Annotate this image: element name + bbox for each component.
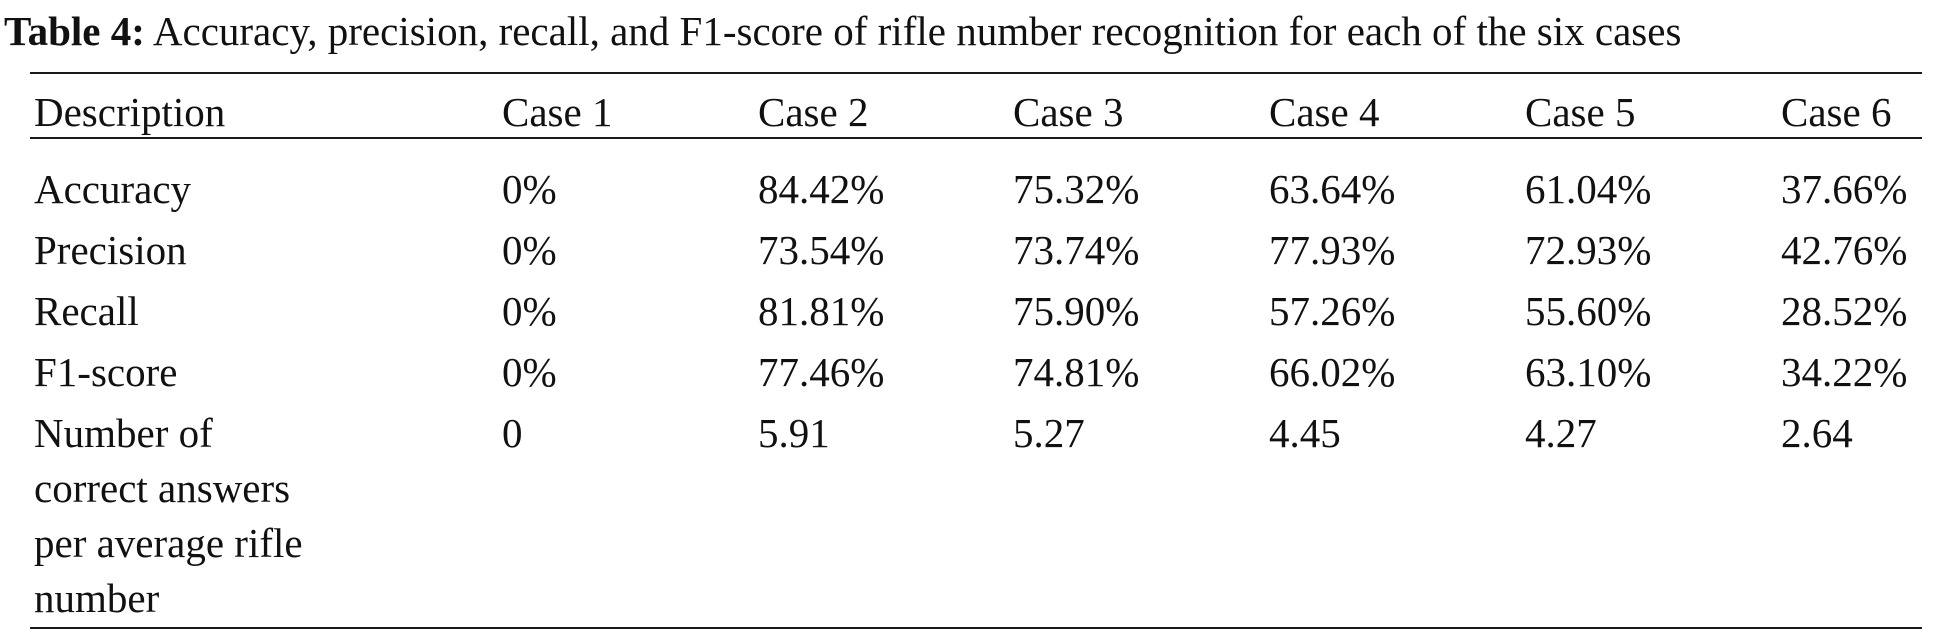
cell-correct-case-1: 0 <box>502 410 523 456</box>
cell-precision-case-4: 77.93% <box>1269 227 1396 273</box>
cell-precision-case-5: 72.93% <box>1525 227 1652 273</box>
header-case-6: Case 6 <box>1781 89 1892 135</box>
cell-precision-case-3: 73.74% <box>1013 227 1140 273</box>
row-label-precision: Precision <box>34 227 187 273</box>
row-label-correct-answers-line-1: Number of <box>34 410 213 456</box>
cell-accuracy-case-2: 84.42% <box>758 166 885 212</box>
cell-f1-case-3: 74.81% <box>1013 349 1140 395</box>
cell-precision-case-2: 73.54% <box>758 227 885 273</box>
row-label-recall: Recall <box>34 288 139 334</box>
cell-f1-case-6: 34.22% <box>1781 349 1908 395</box>
cell-recall-case-4: 57.26% <box>1269 288 1396 334</box>
cell-f1-case-4: 66.02% <box>1269 349 1396 395</box>
cell-correct-case-3: 5.27 <box>1013 410 1085 456</box>
cell-recall-case-2: 81.81% <box>758 288 885 334</box>
row-label-correct-answers-line-2: correct answers <box>34 465 291 511</box>
cell-accuracy-case-5: 61.04% <box>1525 166 1652 212</box>
cell-accuracy-case-1: 0% <box>502 166 557 212</box>
cell-precision-case-6: 42.76% <box>1781 227 1908 273</box>
table-top-rule <box>30 72 1922 74</box>
table-caption: Table 4: Accuracy, precision, recall, an… <box>4 2 1681 60</box>
cell-correct-case-2: 5.91 <box>758 410 830 456</box>
header-case-3: Case 3 <box>1013 89 1124 135</box>
cell-correct-case-6: 2.64 <box>1781 410 1853 456</box>
cell-precision-case-1: 0% <box>502 227 557 273</box>
cell-recall-case-1: 0% <box>502 288 557 334</box>
cell-recall-case-5: 55.60% <box>1525 288 1652 334</box>
header-case-5: Case 5 <box>1525 89 1636 135</box>
row-label-f1-score: F1-score <box>34 349 178 395</box>
table-header-rule <box>30 137 1922 139</box>
cell-accuracy-case-3: 75.32% <box>1013 166 1140 212</box>
row-label-correct-answers-line-4: number <box>34 575 160 621</box>
cell-correct-case-5: 4.27 <box>1525 410 1597 456</box>
header-case-2: Case 2 <box>758 89 869 135</box>
row-label-accuracy: Accuracy <box>34 166 192 212</box>
table-caption-text: Accuracy, precision, recall, and F1-scor… <box>152 8 1682 54</box>
header-case-1: Case 1 <box>502 89 613 135</box>
cell-f1-case-2: 77.46% <box>758 349 885 395</box>
header-description: Description <box>34 89 226 135</box>
cell-recall-case-3: 75.90% <box>1013 288 1140 334</box>
row-label-correct-answers-line-3: per average rifle <box>34 520 303 566</box>
table-bottom-rule <box>30 627 1922 629</box>
cell-recall-case-6: 28.52% <box>1781 288 1908 334</box>
cell-correct-case-4: 4.45 <box>1269 410 1341 456</box>
cell-f1-case-1: 0% <box>502 349 557 395</box>
cell-accuracy-case-4: 63.64% <box>1269 166 1396 212</box>
cell-f1-case-5: 63.10% <box>1525 349 1652 395</box>
table-caption-label: Table 4: <box>4 8 145 54</box>
header-case-4: Case 4 <box>1269 89 1380 135</box>
cell-accuracy-case-6: 37.66% <box>1781 166 1908 212</box>
